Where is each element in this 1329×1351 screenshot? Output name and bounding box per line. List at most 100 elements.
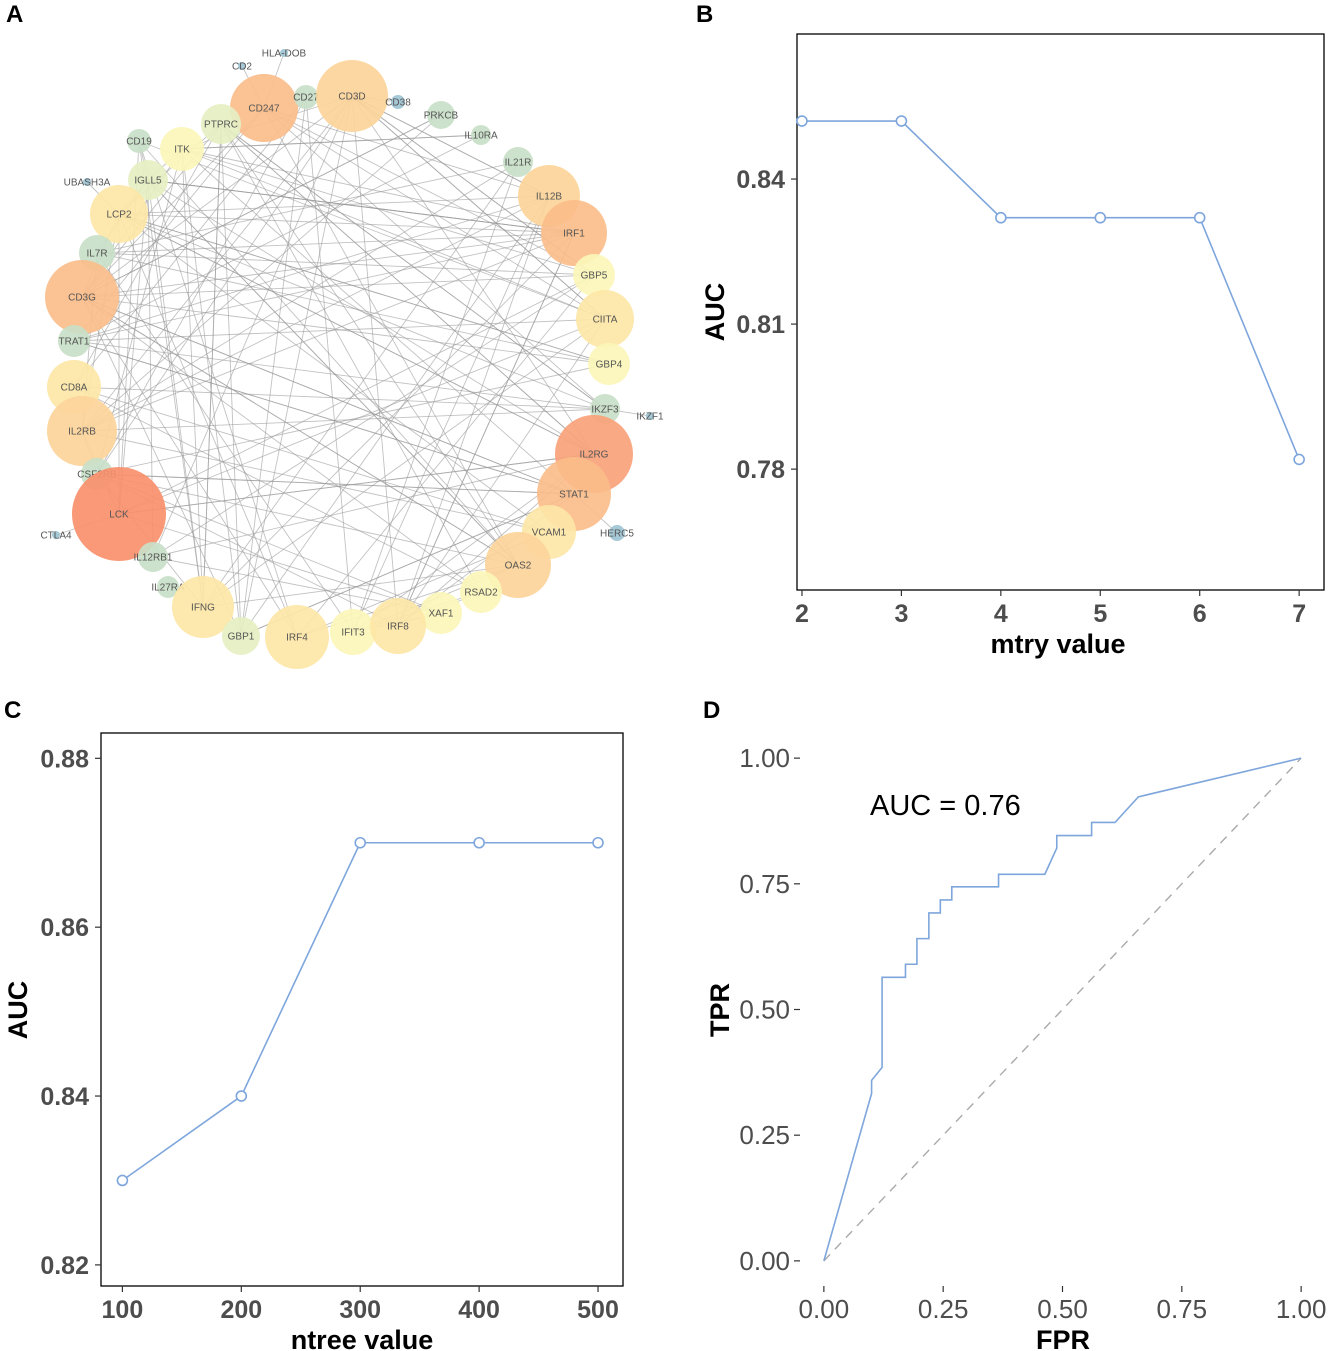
network-edge xyxy=(138,140,519,566)
data-point xyxy=(592,836,604,849)
network-edge xyxy=(73,340,606,410)
node-label: HERC5 xyxy=(600,529,634,540)
network-edge xyxy=(118,213,595,455)
x-tick-label: 400 xyxy=(458,1296,500,1324)
node-circle xyxy=(58,325,90,357)
network-edge xyxy=(96,473,519,566)
node-label: IKZF1 xyxy=(636,412,664,423)
panel-label-d: D xyxy=(703,697,720,724)
network-edge xyxy=(81,296,482,593)
network-edge xyxy=(81,161,519,432)
node-circle xyxy=(370,598,426,654)
network-node: IL10RA xyxy=(464,125,498,145)
y-tick-label: 0.84 xyxy=(40,1083,89,1111)
x-tick-label: 3 xyxy=(894,600,908,628)
node-label: PTPRC xyxy=(204,120,238,131)
node-circle xyxy=(201,104,241,144)
y-tick-label: 0.86 xyxy=(40,914,89,942)
node-circle xyxy=(420,592,462,634)
data-point xyxy=(116,1174,129,1187)
plot-frame-b xyxy=(796,33,1325,591)
node-label: PRKCB xyxy=(424,111,459,122)
network-node: IRF8 xyxy=(370,598,426,654)
network-node: IGLL5 xyxy=(128,160,168,200)
network-node: RSAD2 xyxy=(460,571,502,613)
network-node: TRAT1 xyxy=(58,325,90,357)
network-edge xyxy=(96,252,354,633)
node-circle xyxy=(588,343,630,385)
network-edge xyxy=(118,195,550,215)
node-label: IL27RA xyxy=(151,583,185,594)
network-edge xyxy=(220,123,519,566)
node-circle xyxy=(128,160,168,200)
node-label: CD2 xyxy=(232,62,252,73)
data-point xyxy=(796,115,808,127)
network-edge xyxy=(352,161,519,633)
x-tick-label: 6 xyxy=(1193,600,1207,628)
network-panel: HLA-DOB CD2 CD247 CD27 CD3D CD38 PRKCB IL10RA PT… xyxy=(40,49,664,669)
node-circle xyxy=(391,95,405,109)
network-node: IKZF1 xyxy=(636,412,664,423)
network-edge xyxy=(138,140,298,638)
auc-annotation: AUC = 0.76 xyxy=(870,790,1021,822)
node-label: ITK xyxy=(174,145,190,156)
node-label: CD3G xyxy=(68,293,96,304)
node-circle xyxy=(460,571,502,613)
network-node: CIITA xyxy=(576,290,634,348)
x-tick-label: 100 xyxy=(102,1296,144,1324)
series-d xyxy=(823,757,1302,1262)
network-edge xyxy=(152,274,595,558)
reference-diagonal xyxy=(823,757,1302,1262)
network-edge xyxy=(397,318,606,627)
network-node: IL21R xyxy=(503,147,533,177)
network-edge xyxy=(152,95,353,558)
node-label: IL7R xyxy=(86,249,107,260)
node-label: IL2RB xyxy=(68,427,96,438)
network-edge xyxy=(138,140,204,608)
x-tick-label: 0.75 xyxy=(1157,1294,1208,1324)
x-tick-label: 7 xyxy=(1292,600,1306,628)
network-edge xyxy=(397,195,550,627)
axis-ticks-c: 100 200 300 400 500 0.82 0.84 0.86 0.88 xyxy=(40,745,619,1324)
network-edge xyxy=(181,148,204,608)
node-circle xyxy=(90,185,148,243)
y-axis-title-c: AUC xyxy=(3,981,33,1040)
node-circle xyxy=(222,617,260,655)
network-node: CD19 xyxy=(126,129,152,153)
panel-label-a: A xyxy=(6,1,23,28)
x-tick-label: 2 xyxy=(795,600,809,628)
network-node: UBASH3A xyxy=(64,178,111,189)
node-label: GBP5 xyxy=(581,271,608,282)
node-label: IGLL5 xyxy=(134,176,162,187)
node-label: RSAD2 xyxy=(464,588,498,599)
node-circle xyxy=(609,525,625,541)
network-edge xyxy=(147,179,575,234)
node-circle xyxy=(471,125,491,145)
node-label: IL2RG xyxy=(580,450,609,461)
network-nodes: HLA-DOB CD2 CD247 CD27 CD3D CD38 PRKCB IL10RA PT… xyxy=(40,49,664,669)
network-node: XAF1 xyxy=(420,592,462,634)
node-circle xyxy=(127,129,151,153)
network-edge xyxy=(81,114,442,298)
network-edge xyxy=(181,148,595,276)
network-edge xyxy=(397,232,575,627)
network-node: IFNG xyxy=(172,576,234,638)
series-line xyxy=(121,841,599,1182)
network-edge xyxy=(240,95,353,637)
network-edge xyxy=(96,252,595,276)
network-edge xyxy=(81,232,575,432)
node-circle xyxy=(485,532,551,598)
node-label: CD247 xyxy=(248,104,280,115)
node-label: IFNG xyxy=(191,603,215,614)
network-node: HERC5 xyxy=(600,525,634,541)
network-edge xyxy=(202,123,222,608)
y-tick-label: 0.78 xyxy=(736,456,785,484)
x-tick-label: 4 xyxy=(994,600,1008,628)
node-label: CD8A xyxy=(61,383,88,394)
node-label: LCK xyxy=(109,510,129,521)
network-node: GBP4 xyxy=(588,343,630,385)
network-node: OAS2 xyxy=(485,532,551,598)
network-node: IFIT3 xyxy=(330,609,376,655)
node-label: HLA-DOB xyxy=(262,49,307,60)
